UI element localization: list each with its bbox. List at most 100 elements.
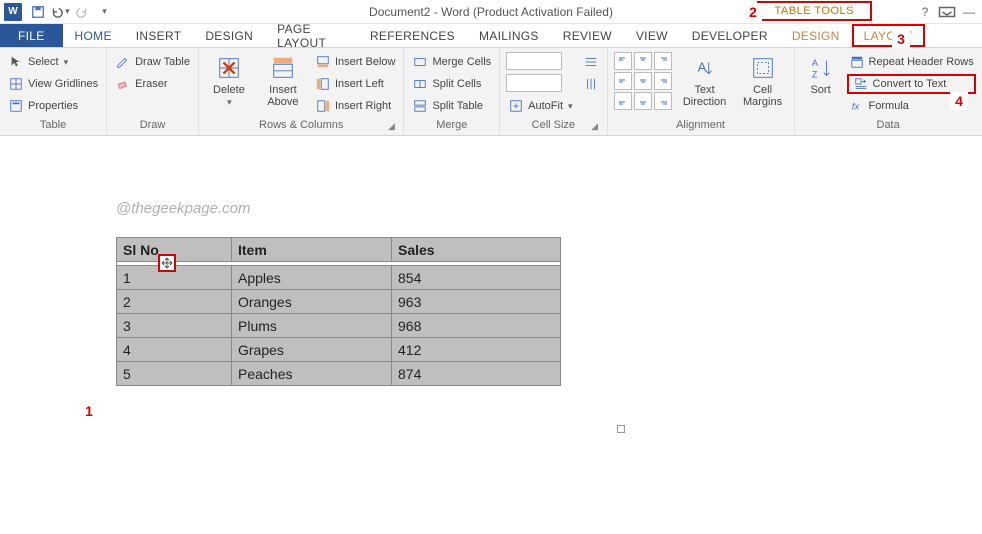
- table-move-handle[interactable]: [158, 254, 176, 272]
- col-width-input[interactable]: [506, 74, 562, 92]
- insert-above-button[interactable]: InsertAbove: [259, 52, 307, 117]
- cellsize-launcher-icon[interactable]: ◢: [589, 121, 601, 133]
- data-table[interactable]: Sl No Item Sales 1 Apples 854 2 Oranges …: [116, 237, 561, 386]
- tab-page-layout[interactable]: PAGE LAYOUT: [265, 24, 358, 47]
- group-merge-label: Merge: [410, 117, 493, 133]
- tab-insert[interactable]: INSERT: [124, 24, 194, 47]
- table-cell[interactable]: 2: [117, 290, 232, 314]
- align-mr-button[interactable]: [654, 72, 672, 90]
- table-resize-handle[interactable]: [617, 425, 625, 433]
- group-table-label: Table: [6, 117, 100, 133]
- svg-text:A: A: [811, 58, 818, 68]
- qat-customize-icon[interactable]: ▾: [94, 2, 114, 22]
- tab-table-layout[interactable]: LAYOUT: [852, 24, 925, 47]
- table-row[interactable]: 3 Plums 968: [117, 314, 561, 338]
- tab-design[interactable]: DESIGN: [193, 24, 265, 47]
- table-cell[interactable]: 412: [392, 338, 561, 362]
- delete-button[interactable]: Delete▾: [205, 52, 253, 117]
- repeat-header-button[interactable]: Repeat Header Rows: [847, 52, 976, 72]
- draw-table-button[interactable]: Draw Table: [113, 52, 192, 72]
- merge-cells-button[interactable]: Merge Cells: [410, 52, 493, 72]
- split-cells-button[interactable]: Split Cells: [410, 74, 493, 94]
- window-title: Document2 - Word (Product Activation Fai…: [369, 5, 613, 19]
- group-draw: Draw Table Eraser Draw: [107, 48, 199, 135]
- insert-below-button[interactable]: Insert Below: [313, 52, 398, 72]
- gridlines-icon: [8, 76, 24, 92]
- row-height-input[interactable]: [506, 52, 562, 70]
- eraser-label: Eraser: [135, 78, 167, 90]
- group-draw-label: Draw: [113, 117, 192, 133]
- group-cell-size: AutoFit▾ Cell Size◢: [500, 48, 607, 135]
- insert-left-icon: [315, 76, 331, 92]
- tab-review[interactable]: REVIEW: [551, 24, 624, 47]
- window-buttons: ? —: [916, 3, 978, 21]
- autofit-button[interactable]: AutoFit▾: [506, 96, 574, 116]
- svg-text:Z: Z: [811, 69, 817, 79]
- tab-mailings[interactable]: MAILINGS: [467, 24, 551, 47]
- save-icon[interactable]: [28, 2, 48, 22]
- align-br-button[interactable]: [654, 92, 672, 110]
- table-cell[interactable]: Plums: [232, 314, 392, 338]
- minimize-icon[interactable]: —: [960, 3, 978, 21]
- tab-references[interactable]: REFERENCES: [358, 24, 467, 47]
- gridlines-label: View Gridlines: [28, 78, 98, 90]
- table-tools-contextual-tab: TABLE TOOLS: [757, 1, 872, 21]
- tab-file[interactable]: FILE: [0, 24, 63, 47]
- table-row[interactable]: 1 Apples 854: [117, 266, 561, 290]
- sort-button[interactable]: AZ Sort: [801, 52, 841, 117]
- sort-icon: AZ: [807, 54, 835, 82]
- table-cell[interactable]: Peaches: [232, 362, 392, 386]
- split-cells-label: Split Cells: [432, 78, 481, 90]
- table-header-cell[interactable]: Item: [232, 238, 392, 262]
- formula-label: Formula: [869, 100, 909, 112]
- ribbon-options-icon[interactable]: [938, 3, 956, 21]
- table-cell[interactable]: 5: [117, 362, 232, 386]
- align-tl-button[interactable]: [614, 52, 632, 70]
- table-header-cell[interactable]: Sales: [392, 238, 561, 262]
- undo-icon[interactable]: ▾: [50, 2, 70, 22]
- text-direction-label: TextDirection: [683, 84, 726, 108]
- view-gridlines-button[interactable]: View Gridlines: [6, 74, 100, 94]
- callout-3: 3: [892, 30, 910, 48]
- properties-button[interactable]: Properties: [6, 96, 100, 116]
- eraser-button[interactable]: Eraser: [113, 74, 192, 94]
- cell-margins-button[interactable]: CellMargins: [738, 52, 788, 117]
- table-cell[interactable]: 854: [392, 266, 561, 290]
- select-button[interactable]: Select▾: [6, 52, 100, 72]
- align-ml-button[interactable]: [614, 72, 632, 90]
- table-row[interactable]: 4 Grapes 412: [117, 338, 561, 362]
- rowscols-launcher-icon[interactable]: ◢: [385, 121, 397, 133]
- help-icon[interactable]: ?: [916, 3, 934, 21]
- table-cell[interactable]: Grapes: [232, 338, 392, 362]
- table-cell[interactable]: 4: [117, 338, 232, 362]
- insert-below-label: Insert Below: [335, 56, 396, 68]
- split-table-button[interactable]: Split Table: [410, 96, 493, 116]
- distribute-rows-button[interactable]: [581, 52, 601, 72]
- table-cell[interactable]: 963: [392, 290, 561, 314]
- insert-left-button[interactable]: Insert Left: [313, 74, 398, 94]
- distribute-cols-button[interactable]: [581, 74, 601, 94]
- table-row[interactable]: 5 Peaches 874: [117, 362, 561, 386]
- convert-to-text-button[interactable]: Convert to Text: [847, 74, 976, 94]
- align-bl-button[interactable]: [614, 92, 632, 110]
- table-cell[interactable]: Oranges: [232, 290, 392, 314]
- redo-icon[interactable]: [72, 2, 92, 22]
- align-bc-button[interactable]: [634, 92, 652, 110]
- align-tr-button[interactable]: [654, 52, 672, 70]
- tab-home[interactable]: HOME: [63, 24, 124, 47]
- tab-table-design[interactable]: DESIGN: [780, 24, 852, 47]
- insert-right-button[interactable]: Insert Right: [313, 96, 398, 116]
- table-cell[interactable]: 968: [392, 314, 561, 338]
- tab-developer[interactable]: DEVELOPER: [680, 24, 780, 47]
- group-rows-columns: Delete▾ InsertAbove Insert Below Insert …: [199, 48, 405, 135]
- table-cell[interactable]: 3: [117, 314, 232, 338]
- table-header-row[interactable]: Sl No Item Sales: [117, 238, 561, 262]
- align-tc-button[interactable]: [634, 52, 652, 70]
- group-data-label: Data: [801, 117, 976, 133]
- table-cell[interactable]: Apples: [232, 266, 392, 290]
- align-mc-button[interactable]: [634, 72, 652, 90]
- tab-view[interactable]: VIEW: [624, 24, 680, 47]
- table-cell[interactable]: 874: [392, 362, 561, 386]
- table-row[interactable]: 2 Oranges 963: [117, 290, 561, 314]
- text-direction-button[interactable]: A TextDirection: [678, 52, 732, 117]
